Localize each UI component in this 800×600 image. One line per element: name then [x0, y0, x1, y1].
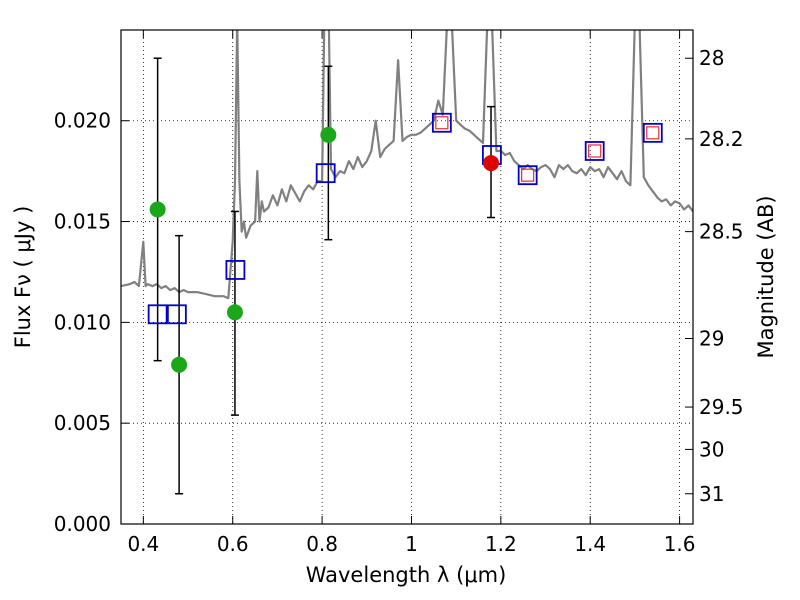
model-band-square-blue: [166, 304, 187, 325]
mag-tick-label: 30: [699, 437, 724, 461]
y-axis-label: Flux Fν ( μJy ): [11, 206, 35, 349]
model-band-square-blue: [431, 112, 452, 133]
model-band-square-red: [588, 144, 602, 158]
photometry-point-green: [149, 201, 166, 218]
model-band-square-red: [435, 116, 449, 130]
mag-tick-label: 29: [699, 326, 724, 350]
mag-tick-label: 28: [699, 46, 724, 70]
x-tick-label: 1.4: [574, 532, 606, 556]
y-tick-label: 0.015: [54, 210, 111, 234]
photometry-layer: [149, 126, 500, 373]
photometry-point-red: [483, 155, 500, 172]
x-tick-label: 0.6: [217, 532, 249, 556]
y-tick-label: 0.005: [54, 411, 111, 435]
model-band-square-blue: [584, 141, 605, 161]
x-tick-label: 1.2: [485, 532, 517, 556]
mag-tick-label: 28.5: [699, 220, 744, 244]
axis-ticks: 0.4 0.6 0.8 1 1.2 1.4 1.6 0.000 0.005 0.010 0.015 0…: [54, 30, 744, 556]
model-band-square-red: [646, 126, 660, 140]
model-band-square-red: [521, 168, 535, 182]
model-band-square-blue: [642, 122, 663, 143]
x-tick-label: 1.6: [664, 532, 696, 556]
model-band-layer: [147, 112, 663, 325]
model-band-square-blue: [517, 165, 538, 186]
model-band-square-blue: [315, 163, 336, 184]
y-tick-label: 0.000: [54, 512, 111, 536]
x-tick-label: 0.8: [306, 532, 338, 556]
x-tick-label: 0.4: [127, 532, 159, 556]
photometry-point-green: [320, 126, 337, 143]
model-band-square-blue: [147, 304, 168, 325]
y-tick-label: 0.020: [54, 109, 111, 133]
spectrum-line: [121, 30, 693, 300]
x-tick-label: 1: [405, 532, 418, 556]
y-tick-label: 0.010: [54, 310, 111, 334]
mag-tick-label: 28.2: [699, 127, 744, 151]
plot-frame: [120, 29, 694, 525]
y2-axis-label: Magnitude (AB): [754, 195, 778, 358]
photometry-point-green: [226, 304, 243, 321]
spectrum-layer: [121, 30, 693, 300]
x-axis-label: Wavelength λ (μm): [306, 563, 507, 587]
photometry-point-green: [171, 356, 188, 373]
mag-tick-label: 31: [699, 482, 724, 506]
model-band-square-blue: [225, 260, 246, 280]
mag-tick-label: 29.5: [699, 395, 744, 419]
